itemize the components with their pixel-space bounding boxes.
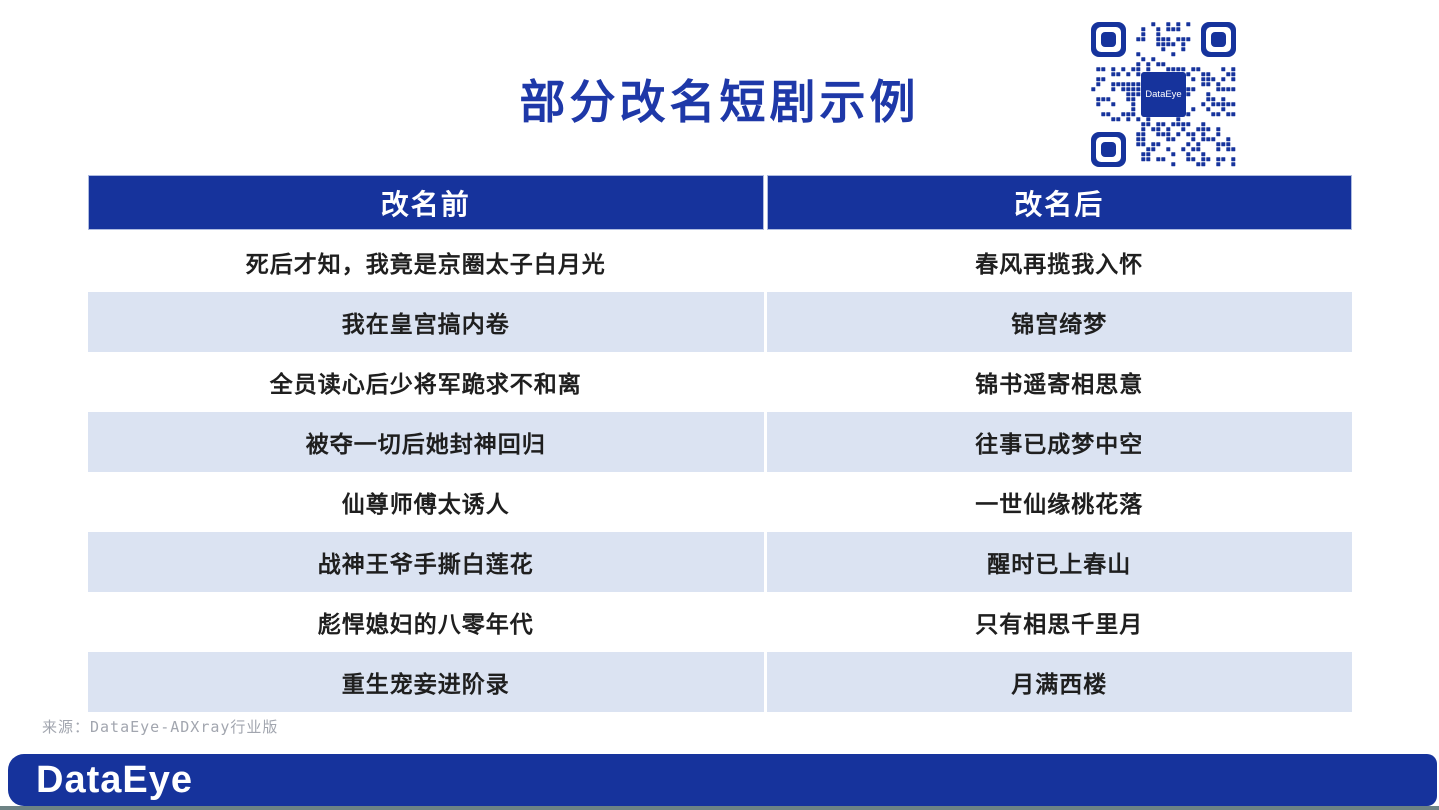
- source-note: 来源：DataEye-ADXray行业版: [42, 718, 279, 736]
- cell-name-after: 月满西楼: [766, 652, 1352, 712]
- qr-code-image: DataEye: [1091, 22, 1236, 167]
- slide-bottom-edge: [0, 806, 1439, 810]
- rename-table: 改名前 改名后 死后才知，我竟是京圈太子白月光 春风再揽我入怀 我在皇宫搞内卷 锦宫绮…: [88, 175, 1352, 712]
- cell-name-after: 春风再揽我入怀: [766, 232, 1352, 292]
- dataeye-logo: DataEye: [36, 758, 193, 801]
- table-header-after: 改名后: [766, 175, 1352, 230]
- footer-bar: DataEye: [8, 754, 1437, 806]
- table-header-row: 改名前 改名后: [88, 175, 1352, 230]
- table-header-before: 改名前: [88, 175, 764, 230]
- page-title: 部分改名短剧示例: [519, 76, 920, 128]
- cell-name-after: 锦宫绮梦: [766, 292, 1352, 352]
- cell-name-before: 被夺一切后她封神回归: [88, 412, 764, 472]
- svg-text:DataEye: DataEye: [1145, 89, 1181, 100]
- table-row: 重生宠妾进阶录 月满西楼: [88, 652, 1352, 712]
- cell-name-before: 彪悍媳妇的八零年代: [88, 592, 764, 652]
- cell-name-before: 死后才知，我竟是京圈太子白月光: [88, 232, 764, 292]
- cell-name-before: 重生宠妾进阶录: [88, 652, 764, 712]
- table-row: 仙尊师傅太诱人 一世仙缘桃花落: [88, 472, 1352, 532]
- cell-name-before: 全员读心后少将军跪求不和离: [88, 352, 764, 412]
- table-row: 战神王爷手撕白莲花 醒时已上春山: [88, 532, 1352, 592]
- cell-name-after: 一世仙缘桃花落: [766, 472, 1352, 532]
- cell-name-after: 醒时已上春山: [766, 532, 1352, 592]
- table-row: 我在皇宫搞内卷 锦宫绮梦: [88, 292, 1352, 352]
- table-row: 被夺一切后她封神回归 往事已成梦中空: [88, 412, 1352, 472]
- table-row: 全员读心后少将军跪求不和离 锦书遥寄相思意: [88, 352, 1352, 412]
- cell-name-before: 仙尊师傅太诱人: [88, 472, 764, 532]
- cell-name-after: 往事已成梦中空: [766, 412, 1352, 472]
- cell-name-before: 我在皇宫搞内卷: [88, 292, 764, 352]
- table-row: 死后才知，我竟是京圈太子白月光 春风再揽我入怀: [88, 232, 1352, 292]
- table-body: 死后才知，我竟是京圈太子白月光 春风再揽我入怀 我在皇宫搞内卷 锦宫绮梦 全员读心后少将…: [88, 232, 1352, 712]
- cell-name-after: 锦书遥寄相思意: [766, 352, 1352, 412]
- cell-name-after: 只有相思千里月: [766, 592, 1352, 652]
- table-row: 彪悍媳妇的八零年代 只有相思千里月: [88, 592, 1352, 652]
- cell-name-before: 战神王爷手撕白莲花: [88, 532, 764, 592]
- qr-code: DataEye: [1091, 22, 1236, 167]
